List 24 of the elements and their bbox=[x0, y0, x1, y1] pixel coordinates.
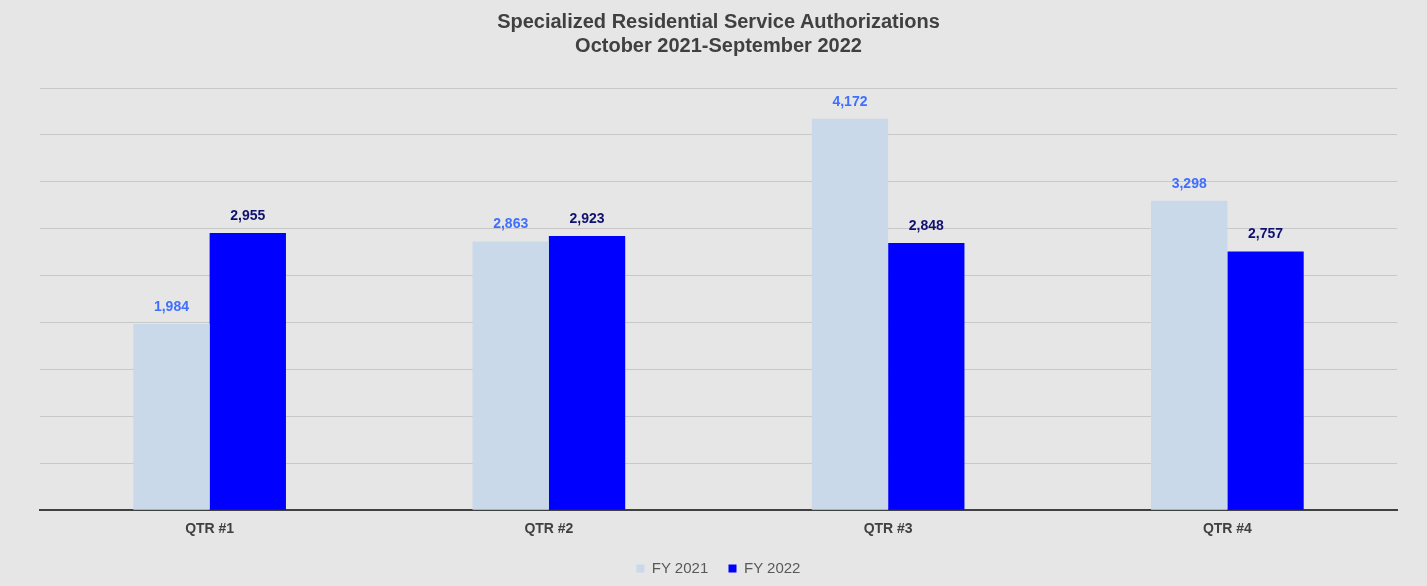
bar bbox=[888, 242, 965, 510]
bar bbox=[472, 241, 549, 510]
data-label: 1,984 bbox=[153, 297, 190, 314]
bar bbox=[209, 232, 286, 510]
data-label: 3,298 bbox=[1171, 174, 1207, 191]
x-tick-label: QTR #1 bbox=[185, 520, 235, 537]
legend-label: FY 2021 bbox=[651, 558, 709, 576]
x-tick-label: QTR #4 bbox=[1202, 520, 1253, 537]
data-label: 2,863 bbox=[493, 215, 529, 232]
legend-label: FY 2022 bbox=[744, 558, 801, 576]
chart-title: Specialized Residential Service Authorizations bbox=[497, 9, 940, 32]
bar bbox=[811, 118, 889, 510]
data-label: 2,848 bbox=[908, 216, 945, 233]
bar bbox=[133, 324, 210, 510]
data-label: 2,923 bbox=[569, 209, 605, 226]
bar bbox=[548, 235, 626, 510]
data-label: 2,757 bbox=[1248, 225, 1284, 242]
bar bbox=[1227, 251, 1304, 510]
data-label: 2,955 bbox=[230, 206, 266, 223]
x-tick-label: QTR #3 bbox=[863, 520, 913, 537]
bar bbox=[1151, 200, 1228, 510]
chart-subtitle: October 2021-September 2022 bbox=[575, 33, 862, 56]
data-label: 4,172 bbox=[832, 92, 868, 109]
x-tick-label: QTR #2 bbox=[524, 520, 574, 537]
